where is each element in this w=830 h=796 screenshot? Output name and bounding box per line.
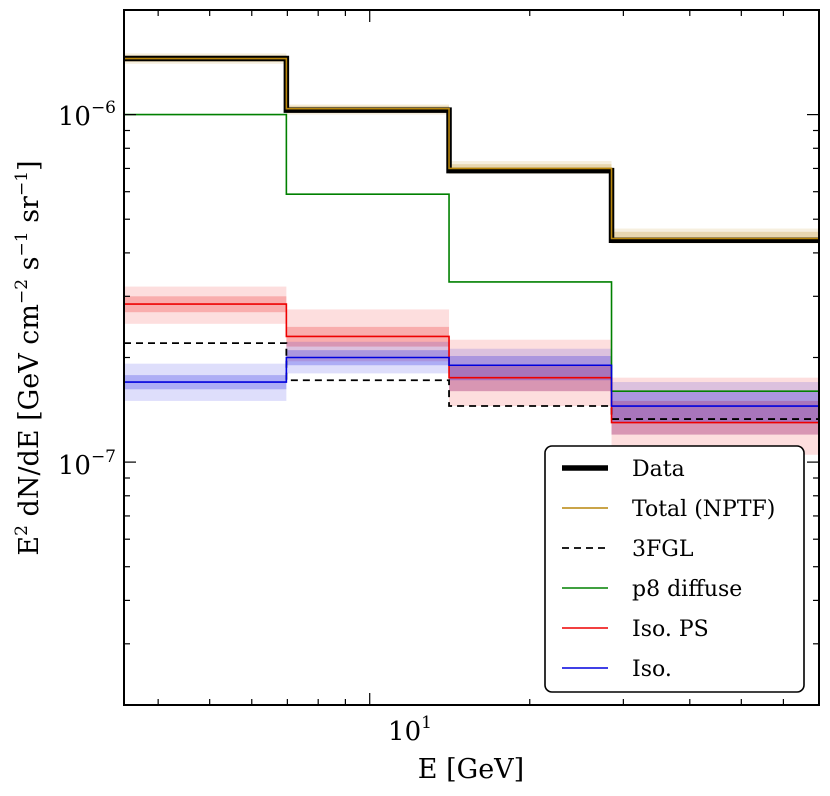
legend-label-p8-diffuse: p8 diffuse [632,577,742,602]
legend-label-data: Data [632,457,685,482]
plot-frame [123,9,820,706]
total-nptf-line [124,57,819,240]
legend-item-p8-diffuse: p8 diffuse [562,577,742,602]
legend-item-data: Data [562,457,685,482]
x-axis-label: E [GeV] [418,754,524,785]
y-tick-label-1e-7: 10−7 [58,447,116,481]
iso-band-inner-bin-2 [449,355,612,381]
iso-ps-band-outer-bin-2 [449,339,612,407]
legend-label-total-nptf: Total (NPTF) [632,497,775,522]
legend: Data Total (NPTF) 3FGL p8 diffuse Iso. PS Iso… [544,445,805,693]
x-tick-label-10: 101 [388,713,432,747]
legend-item-total-nptf: Total (NPTF) [562,497,775,522]
uncertainty-bands [124,53,819,455]
y-axis-label: E2 dN/dE [GeV cm−2 s−1 sr−1] [12,160,45,555]
series-lines [124,55,819,424]
data-line [124,55,819,243]
iso-line [124,356,819,407]
total-nptf-band-inner-bin-3 [611,231,819,242]
iso-ps-band-outer-bin-0 [124,286,287,324]
iso-band-outer-bin-2 [449,348,612,392]
legend-label-iso-ps: Iso. PS [632,617,709,642]
3fgl-line [124,342,819,420]
legend-box [544,445,805,693]
legend-label-3fgl: 3FGL [632,537,694,562]
legend-label-iso: Iso. [632,657,672,682]
iso-ps-band-outer-bin-1 [286,309,450,362]
iso-band-inner-bin-3 [611,391,819,423]
legend-item-iso: Iso. [562,657,672,682]
legend-item-3fgl: 3FGL [562,537,694,562]
legend-item-iso-ps: Iso. PS [562,617,709,642]
y-tick-label-1e-6: 10−6 [58,98,116,132]
